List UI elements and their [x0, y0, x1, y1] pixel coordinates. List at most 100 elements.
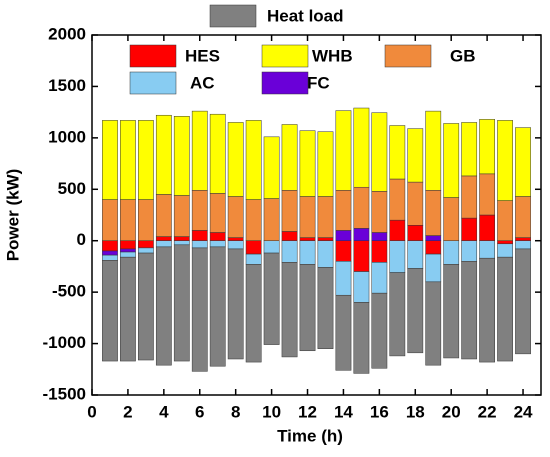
legend-swatch: [129, 71, 177, 95]
y-tick-label: 500: [58, 179, 86, 198]
legend-label: WHB: [312, 46, 353, 65]
bar: [317, 196, 334, 238]
bar: [102, 120, 118, 200]
bar: [353, 186, 370, 229]
bar: [155, 240, 172, 248]
bar: [335, 294, 352, 371]
bar: [425, 281, 442, 366]
x-tick-label: 12: [298, 402, 317, 421]
bar: [227, 237, 244, 241]
legend-swatch: [261, 44, 309, 68]
bar: [515, 240, 531, 250]
bar: [137, 247, 154, 254]
bar: [120, 251, 136, 258]
bar: [137, 252, 154, 361]
bar: [317, 267, 334, 349]
bar: [371, 191, 388, 233]
bar: [335, 261, 352, 296]
bar: [317, 240, 334, 268]
bar: [461, 122, 478, 177]
bar: [497, 256, 513, 362]
bar: [515, 237, 531, 241]
y-tick-label: -1500: [43, 384, 86, 403]
bar: [497, 120, 513, 201]
bar: [155, 194, 172, 237]
x-tick-label: 2: [123, 402, 132, 421]
bar: [102, 240, 118, 252]
bar: [389, 178, 406, 221]
bar: [461, 261, 478, 360]
bar: [425, 190, 442, 236]
y-tick-label: 1500: [48, 76, 86, 95]
bar: [317, 131, 334, 197]
bar: [120, 248, 136, 253]
bar: [515, 196, 531, 238]
bar: [227, 248, 244, 360]
bar: [497, 200, 513, 241]
bar: [155, 246, 172, 366]
x-tick-label: 8: [231, 402, 240, 421]
bar: [407, 240, 424, 269]
y-tick-label: 0: [77, 230, 86, 249]
bar: [281, 231, 298, 241]
bar: [137, 240, 154, 249]
bar: [353, 228, 370, 241]
x-tick-label: 18: [406, 402, 425, 421]
bar: [299, 196, 316, 238]
bar: [497, 243, 513, 258]
x-tick-label: 4: [159, 402, 169, 421]
bar: [389, 125, 406, 180]
bar: [245, 253, 262, 265]
bar: [209, 193, 226, 233]
bar: [371, 112, 388, 192]
x-tick-label: 20: [442, 402, 461, 421]
bar: [443, 123, 460, 198]
legend-swatch: [261, 71, 309, 95]
bar: [389, 272, 406, 357]
x-tick-label: 0: [87, 402, 96, 421]
bar: [353, 240, 370, 272]
bar: [102, 254, 118, 261]
bar: [137, 199, 154, 241]
bar: [299, 240, 316, 265]
plot-frame: [91, 34, 542, 396]
bar: [515, 127, 531, 197]
bar: [263, 240, 280, 254]
bar: [425, 235, 442, 241]
bar: [120, 120, 136, 200]
x-tick-label: 6: [195, 402, 204, 421]
x-tick-label: 10: [262, 402, 281, 421]
bar: [191, 230, 208, 241]
bar: [155, 236, 172, 241]
bar: [371, 292, 388, 369]
bar: [461, 217, 478, 241]
bar: [389, 240, 406, 273]
bar: [425, 253, 442, 283]
bar: [155, 114, 172, 195]
bar: [102, 260, 118, 362]
legend-label: GB: [450, 46, 476, 65]
bar: [425, 240, 442, 255]
bar: [173, 195, 190, 237]
bar: [245, 199, 262, 241]
bar: [173, 236, 190, 241]
bar: [461, 240, 478, 262]
bar: [227, 196, 244, 238]
bar: [407, 225, 424, 241]
y-axis-label: Power (kW): [3, 169, 22, 262]
x-tick-label: 16: [370, 402, 389, 421]
bar: [335, 110, 352, 191]
bar: [317, 237, 334, 241]
bar: [245, 264, 262, 363]
bar: [263, 252, 280, 345]
bar: [425, 110, 442, 191]
bar: [191, 247, 208, 372]
y-tick-label: 2000: [48, 24, 86, 43]
bar: [245, 240, 262, 255]
bar: [281, 190, 298, 232]
bar: [497, 240, 513, 245]
bar: [227, 240, 244, 250]
bar: [245, 120, 262, 200]
bar: [443, 240, 460, 265]
